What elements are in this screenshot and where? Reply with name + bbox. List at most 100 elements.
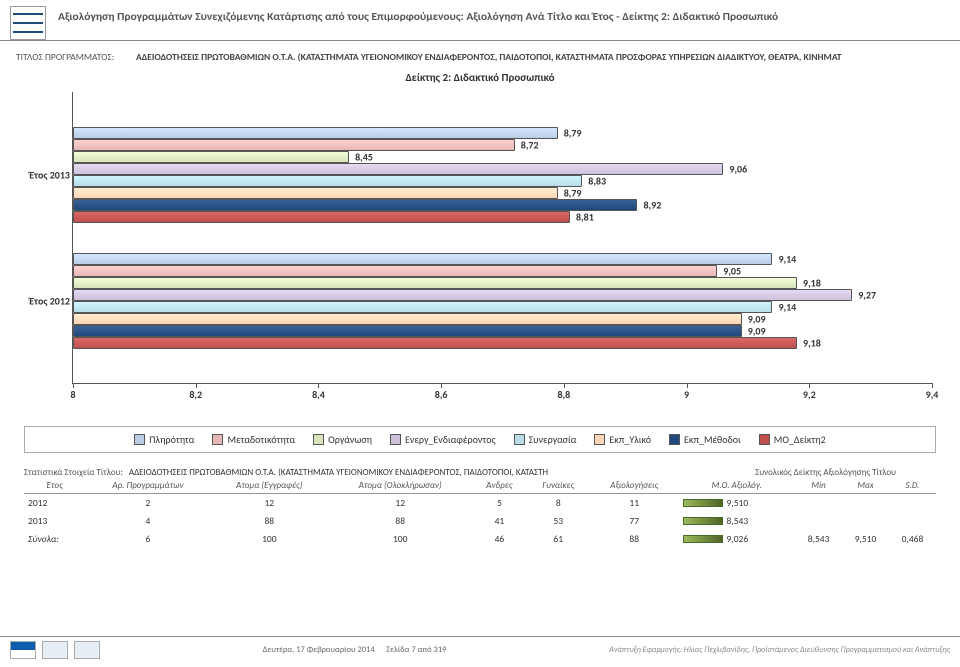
table-row-total: Σύνολα:61001004661889,0268,5439,5100,468 [24, 530, 936, 548]
bar-chart: 88,28,48,68,899,29,48,798,728,459,068,83… [24, 92, 936, 412]
chart-bar [73, 277, 797, 289]
table-cell: 4 [85, 512, 210, 530]
bar-value-label: 9,09 [748, 324, 766, 337]
table-cell: 8 [527, 494, 590, 513]
bar-value-label: 8,45 [355, 150, 373, 163]
bar-value-label: 8,72 [521, 138, 539, 151]
legend-item: Εκπ_Υλικό [594, 433, 651, 446]
legend-item: Ενεργ_Ενδιαφέροντος [390, 433, 496, 446]
legend-item: Πληρότητα [134, 433, 194, 446]
x-tick-label: 9 [684, 388, 689, 401]
chart-bar [73, 337, 797, 349]
table-cell: 2013 [24, 512, 85, 530]
chart-bar [73, 163, 723, 175]
eu-logo-icon [42, 641, 68, 659]
bar-value-label: 9,06 [729, 162, 747, 175]
score-value: 9,026 [727, 533, 749, 545]
legend-label: ΜΟ_Δείκτη2 [774, 433, 826, 446]
legend-swatch [313, 434, 324, 445]
chart-bar [73, 301, 772, 313]
legend-label: Εκπ_Υλικό [609, 433, 651, 446]
table-cell: 0,468 [889, 530, 936, 548]
footer-page: Σελίδα 7 από 319 [386, 645, 446, 655]
legend-item: Μεταδοτικότητα [212, 433, 295, 446]
y-category-label: Έτος 2013 [24, 168, 70, 181]
stats-col-header: Αξιολογήσεις [590, 478, 679, 494]
x-tick-label: 8,6 [435, 388, 448, 401]
bar-value-label: 8,92 [643, 198, 661, 211]
table-cell: 100 [328, 530, 472, 548]
legend-swatch [514, 434, 525, 445]
bar-value-label: 9,14 [778, 300, 796, 313]
score-bar [683, 517, 723, 525]
x-tick-label: 8,2 [189, 388, 202, 401]
bar-value-label: 8,83 [588, 174, 606, 187]
table-cell [795, 494, 842, 513]
page-title: Αξιολόγηση Προγραμμάτων Συνεχιζόμενης Κα… [58, 6, 778, 24]
x-tick-label: 8 [70, 388, 75, 401]
score-bar [683, 535, 723, 543]
table-cell: 2 [85, 494, 210, 513]
stats-block: Στατιστικά Στοιχεία Τίτλου: ΑΔΕΙΟΔΟΤΗΣΕΙ… [24, 467, 936, 548]
stats-title-label: Στατιστικά Στοιχεία Τίτλου: [24, 467, 123, 478]
program-label: ΤΙΤΛΟΣ ΠΡΟΓΡΑΜΜΑΤΟΣ: [16, 51, 136, 63]
score-value: 8,543 [727, 515, 749, 527]
stats-col-header: Max [842, 478, 889, 494]
stats-col-header: Άνδρες [472, 478, 526, 494]
bar-value-label: 9,14 [778, 252, 796, 265]
org-logo [10, 6, 46, 40]
chart-bar [73, 289, 852, 301]
bar-value-label: 9,05 [723, 264, 741, 277]
legend-label: Μεταδοτικότητα [227, 433, 295, 446]
table-cell [795, 512, 842, 530]
chart-legend: Πληρότητα Μεταδοτικότητα Οργάνωση Ενεργ_Ενδ… [24, 426, 936, 453]
x-tick-label: 8,4 [312, 388, 325, 401]
legend-swatch [594, 434, 605, 445]
total-label: Σύνολα: [24, 530, 85, 548]
table-cell [889, 512, 936, 530]
stats-title-value: ΑΔΕΙΟΔΟΤΗΣΕΙΣ ΠΡΩΤΟΒΑΘΜΙΩΝ Ο.Τ.Α. (ΚΑΤΑΣ… [129, 467, 548, 478]
stats-right-title: Συνολικός Δείκτης Αξιολόγησης Τίτλου [755, 467, 936, 478]
page-footer: Δευτέρα, 17 Φεβρουαρίου 2014 Σελίδα 7 απ… [0, 636, 960, 663]
table-cell: 46 [472, 530, 526, 548]
x-tick-label: 9,2 [803, 388, 816, 401]
bar-value-label: 9,18 [803, 276, 821, 289]
table-cell: 9,510 [842, 530, 889, 548]
table-cell: 77 [590, 512, 679, 530]
stats-col-header: S.D. [889, 478, 936, 494]
table-row: 2013488884153778,543 [24, 512, 936, 530]
table-cell: 88 [210, 512, 328, 530]
legend-swatch [134, 434, 145, 445]
bar-value-label: 9,27 [858, 288, 876, 301]
legend-swatch [212, 434, 223, 445]
x-tick-label: 8,8 [557, 388, 570, 401]
table-cell: 88 [328, 512, 472, 530]
legend-item: Συνεργασία [514, 433, 577, 446]
table-cell: 53 [527, 512, 590, 530]
legend-swatch [759, 434, 770, 445]
score-bar [683, 499, 723, 507]
table-row: 20122121258119,510 [24, 494, 936, 513]
chart-bar [73, 139, 515, 151]
chart-title: Δείκτης 2: Διδακτικό Προσωπικό [0, 67, 960, 92]
x-tick-label: 9,4 [926, 388, 939, 401]
table-cell: 2012 [24, 494, 85, 513]
y-category-label: Έτος 2012 [24, 294, 70, 307]
stats-col-header: Άτομα (Ολοκλήρωσαν) [328, 478, 472, 494]
stats-col-header: Μ.Ο. Αξιολόγ. [679, 478, 796, 494]
chart-bar [73, 127, 558, 139]
stats-col-header: Γυναίκες [527, 478, 590, 494]
score-value: 9,510 [727, 497, 749, 509]
legend-item: Εκπ_Μέθοδοι [669, 433, 741, 446]
program-row: ΤΙΤΛΟΣ ΠΡΟΓΡΑΜΜΑΤΟΣ: ΑΔΕΙΟΔΟΤΗΣΕΙΣ ΠΡΩΤΟ… [0, 41, 960, 67]
legend-label: Συνεργασία [529, 433, 577, 446]
footer-credit: Ανάπτυξη Εφαρμογής: Ηλίας Πεχλιβανίδης, … [609, 645, 950, 655]
bar-value-label: 8,81 [576, 210, 594, 223]
chart-bar [73, 151, 349, 163]
program-value: ΑΔΕΙΟΔΟΤΗΣΕΙΣ ΠΡΩΤΟΒΑΘΜΙΩΝ Ο.Τ.Α. (ΚΑΤΑΣ… [136, 51, 944, 63]
legend-label: Οργάνωση [328, 433, 372, 446]
page-header: Αξιολόγηση Προγραμμάτων Συνεχιζόμενης Κα… [0, 0, 960, 41]
table-cell [842, 512, 889, 530]
chart-bar [73, 313, 742, 325]
table-cell [842, 494, 889, 513]
